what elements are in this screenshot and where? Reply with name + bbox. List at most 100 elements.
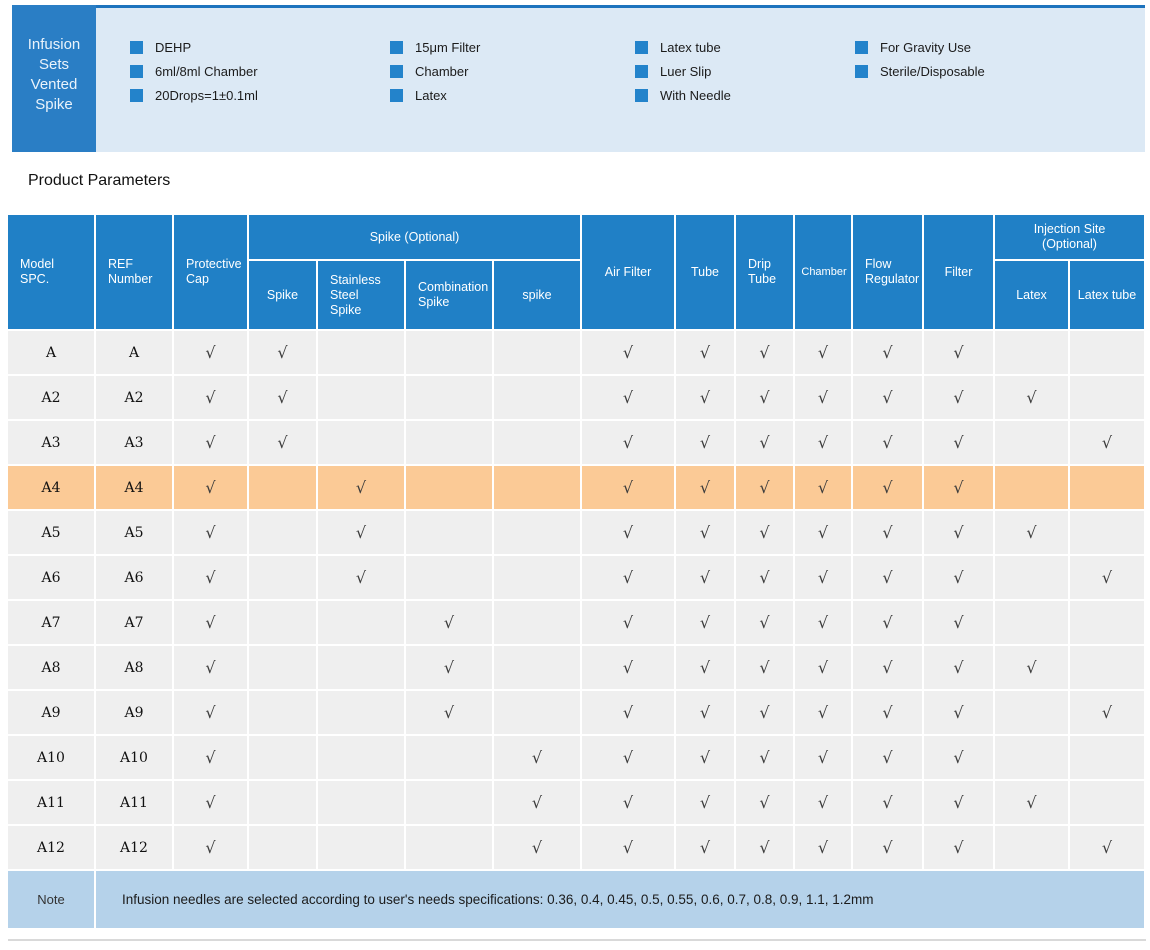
empty-cell-spike xyxy=(249,826,316,869)
empty-cell-spike xyxy=(249,556,316,599)
check-mark-spike_lower: √ xyxy=(494,736,580,779)
check-mark-chamber: √ xyxy=(795,556,851,599)
check-mark-air_filter: √ xyxy=(582,466,674,509)
feature-column-1: DEHP 6ml/8ml Chamber 20Drops=1±0.1ml xyxy=(130,38,258,110)
ref-cell: A7 xyxy=(96,601,172,644)
check-mark-latex: √ xyxy=(995,781,1068,824)
check-mark-chamber: √ xyxy=(795,826,851,869)
check-mark-chamber: √ xyxy=(795,421,851,464)
empty-cell-spike xyxy=(249,466,316,509)
feature-column-4: For Gravity Use Sterile/Disposable xyxy=(855,38,985,86)
col-header-protective-cap: Protective Cap xyxy=(174,215,247,329)
check-mark-flow_regulator: √ xyxy=(853,421,922,464)
check-mark-spike_lower: √ xyxy=(494,826,580,869)
check-mark-air_filter: √ xyxy=(582,781,674,824)
empty-cell-latex xyxy=(995,736,1068,779)
empty-cell-spike xyxy=(249,511,316,554)
product-parameters-table: Model SPC. REF Number Protective Cap Spi… xyxy=(8,215,1144,928)
check-mark-air_filter: √ xyxy=(582,556,674,599)
check-mark-air_filter: √ xyxy=(582,826,674,869)
check-mark-stainless_steel_spike: √ xyxy=(318,556,404,599)
check-mark-air_filter: √ xyxy=(582,421,674,464)
check-mark-filter: √ xyxy=(924,826,993,869)
col-header-flow-regulator: Flow Regulator xyxy=(853,215,922,329)
check-mark-drip_tube: √ xyxy=(736,376,793,419)
check-mark-flow_regulator: √ xyxy=(853,691,922,734)
bullet-square-icon xyxy=(130,40,143,54)
product-title-line: Vented xyxy=(30,76,78,93)
model-cell: A12 xyxy=(8,826,94,869)
check-mark-protective_cap: √ xyxy=(174,421,247,464)
empty-cell-spike_lower xyxy=(494,466,580,509)
empty-cell-latex_tube xyxy=(1070,511,1144,554)
bullet-square-icon xyxy=(635,64,648,78)
feature-item: 20Drops=1±0.1ml xyxy=(130,86,258,104)
empty-cell-latex xyxy=(995,331,1068,374)
check-mark-latex_tube: √ xyxy=(1070,421,1144,464)
check-mark-filter: √ xyxy=(924,331,993,374)
check-mark-tube: √ xyxy=(676,646,734,689)
check-mark-filter: √ xyxy=(924,466,993,509)
empty-cell-latex_tube xyxy=(1070,331,1144,374)
ref-cell: A9 xyxy=(96,691,172,734)
col-header-latex: Latex xyxy=(995,261,1068,329)
check-mark-protective_cap: √ xyxy=(174,826,247,869)
check-mark-flow_regulator: √ xyxy=(853,331,922,374)
check-mark-tube: √ xyxy=(676,466,734,509)
empty-cell-stainless_steel_spike xyxy=(318,421,404,464)
check-mark-filter: √ xyxy=(924,556,993,599)
model-cell: A11 xyxy=(8,781,94,824)
check-mark-combination_spike: √ xyxy=(406,601,492,644)
feature-item: 15μm Filter xyxy=(390,38,480,56)
empty-cell-spike xyxy=(249,781,316,824)
feature-item: For Gravity Use xyxy=(855,38,985,56)
empty-cell-spike xyxy=(249,691,316,734)
feature-item: Chamber xyxy=(390,62,480,80)
empty-cell-spike xyxy=(249,601,316,644)
feature-item: Latex xyxy=(390,86,480,104)
bullet-square-icon xyxy=(390,64,403,78)
check-mark-drip_tube: √ xyxy=(736,601,793,644)
product-category-box: Infusion Sets Vented Spike xyxy=(12,5,96,152)
empty-cell-combination_spike xyxy=(406,736,492,779)
check-mark-latex: √ xyxy=(995,646,1068,689)
check-mark-drip_tube: √ xyxy=(736,826,793,869)
check-mark-filter: √ xyxy=(924,601,993,644)
model-cell: A8 xyxy=(8,646,94,689)
feature-label: 6ml/8ml Chamber xyxy=(155,63,258,79)
check-mark-protective_cap: √ xyxy=(174,646,247,689)
bullet-square-icon xyxy=(130,88,143,102)
check-mark-air_filter: √ xyxy=(582,511,674,554)
empty-cell-combination_spike xyxy=(406,331,492,374)
ref-cell: A5 xyxy=(96,511,172,554)
col-header-filter: Filter xyxy=(924,215,993,329)
col-header-combination-spike: Combination Spike xyxy=(406,261,492,329)
check-mark-flow_regulator: √ xyxy=(853,646,922,689)
check-mark-chamber: √ xyxy=(795,781,851,824)
bullet-square-icon xyxy=(635,88,648,102)
col-header-chamber: Chamber xyxy=(795,215,851,329)
check-mark-combination_spike: √ xyxy=(406,691,492,734)
col-group-injection-site-optional: Injection Site (Optional) xyxy=(995,215,1144,259)
feature-label: 20Drops=1±0.1ml xyxy=(155,87,258,103)
check-mark-combination_spike: √ xyxy=(406,646,492,689)
empty-cell-latex xyxy=(995,691,1068,734)
check-mark-flow_regulator: √ xyxy=(853,826,922,869)
feature-label: Sterile/Disposable xyxy=(880,63,985,79)
product-title-line: Sets xyxy=(38,56,69,73)
check-mark-stainless_steel_spike: √ xyxy=(318,511,404,554)
check-mark-flow_regulator: √ xyxy=(853,511,922,554)
check-mark-filter: √ xyxy=(924,736,993,779)
empty-cell-stainless_steel_spike xyxy=(318,691,404,734)
check-mark-latex: √ xyxy=(995,376,1068,419)
ref-cell: A11 xyxy=(96,781,172,824)
check-mark-spike: √ xyxy=(249,421,316,464)
model-cell: A2 xyxy=(8,376,94,419)
product-title-line: Infusion xyxy=(27,36,81,53)
empty-cell-stainless_steel_spike xyxy=(318,646,404,689)
check-mark-tube: √ xyxy=(676,601,734,644)
check-mark-chamber: √ xyxy=(795,601,851,644)
empty-cell-stainless_steel_spike xyxy=(318,601,404,644)
note-text-cell: Infusion needles are selected according … xyxy=(96,871,1144,928)
